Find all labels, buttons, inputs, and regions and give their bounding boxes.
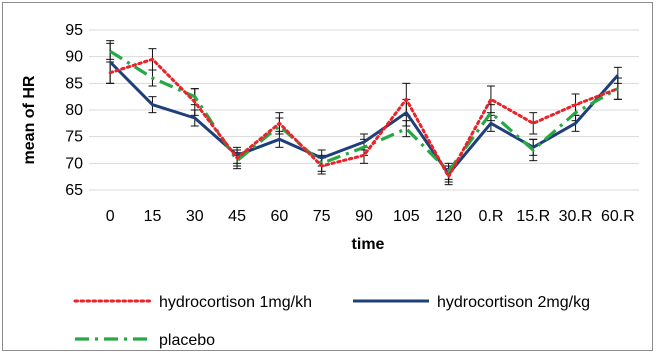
x-tick-label: 105 <box>393 208 420 225</box>
y-tick-label: 80 <box>65 102 83 119</box>
x-tick-label: 30.R <box>559 208 593 225</box>
legend-label: hydrocortison 2mg/kg <box>437 294 590 311</box>
legend-item: hydrocortison 1mg/kh <box>73 294 312 311</box>
x-tick-label: 75 <box>313 208 331 225</box>
x-tick-label: 60 <box>270 208 288 225</box>
y-tick-label: 90 <box>65 49 83 66</box>
y-tick-label: 95 <box>65 22 83 39</box>
x-tick-label: 45 <box>228 208 246 225</box>
x-tick-label: 0 <box>106 208 115 225</box>
x-axis-title: time <box>352 236 385 253</box>
error-bar <box>275 117 284 135</box>
x-tick-label: 15 <box>144 208 162 225</box>
x-tick-label: 120 <box>435 208 462 225</box>
legend: hydrocortison 1mg/kh hydrocortison 2mg/kg… <box>73 294 590 349</box>
x-tick-label: 15.R <box>516 208 550 225</box>
x-tick-label: 90 <box>355 208 373 225</box>
legend-item: hydrocortison 2mg/kg <box>353 294 590 311</box>
series-line-2 <box>109 60 619 176</box>
error-bar <box>402 120 411 138</box>
x-tick-label: 60.R <box>601 208 635 225</box>
line-chart: 65 70 75 80 85 90 95 0 15 30 45 60 75 90 105 120 0.R 15.… <box>21 22 639 349</box>
chart-frame: 65 70 75 80 85 90 95 0 15 30 45 60 75 90 105 120 0.R 15.… <box>2 2 653 351</box>
y-tick-label: 85 <box>65 75 83 92</box>
error-bar <box>106 42 115 60</box>
y-tick-labels: 65 70 75 80 85 90 95 <box>65 22 83 199</box>
y-tick-label: 70 <box>65 155 83 172</box>
y-tick-label: 65 <box>65 182 83 199</box>
x-tick-label: 30 <box>186 208 204 225</box>
y-tick-label: 75 <box>65 129 83 146</box>
legend-label: hydrocortison 1mg/kh <box>159 294 312 311</box>
series-line-1 <box>108 57 620 179</box>
series-line-3 <box>109 49 619 173</box>
series-lines <box>108 49 620 179</box>
x-tick-label: 0.R <box>478 208 503 225</box>
legend-label: placebo <box>159 332 215 349</box>
legend-item: placebo <box>75 332 215 349</box>
error-bar <box>529 112 538 135</box>
y-axis-title: mean of HR <box>21 75 38 164</box>
x-tick-labels: 0 15 30 45 60 75 90 105 120 0.R 15.R 30.R 60.R <box>106 208 635 225</box>
